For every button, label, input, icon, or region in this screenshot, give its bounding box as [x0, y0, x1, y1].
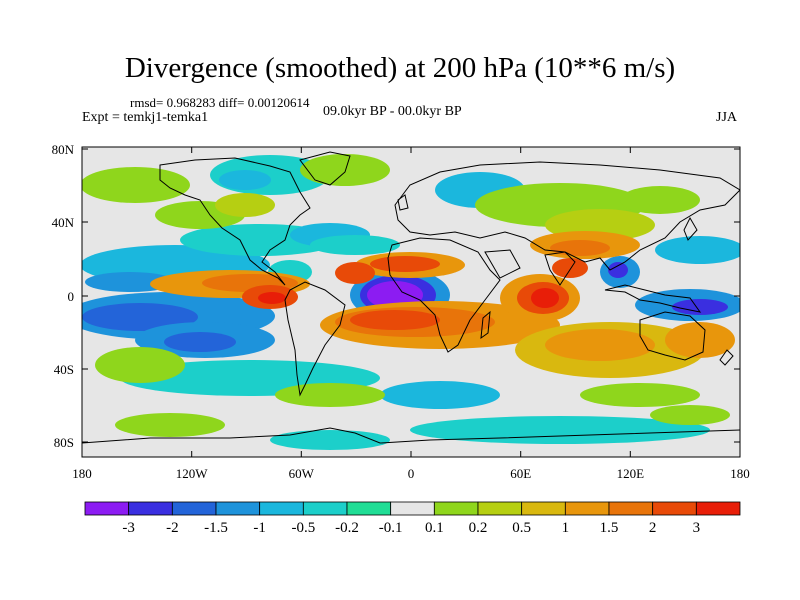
coastline-south-america	[284, 281, 346, 397]
field-region	[672, 299, 728, 315]
coastline-new-zealand	[719, 349, 734, 366]
longitude-tick-labels: 180 120W 60W 0 60E 120E 180	[72, 466, 750, 481]
field-region	[665, 322, 735, 358]
field-region	[335, 262, 375, 284]
coastline-india	[544, 251, 576, 286]
field-region	[275, 383, 385, 407]
lon-tick-label: 0	[408, 466, 415, 481]
field-region	[219, 170, 271, 190]
field-region	[300, 154, 390, 186]
colorbar-swatch	[84, 501, 130, 516]
colorbar-label: -2	[166, 520, 179, 536]
coastline-arabia	[484, 249, 521, 279]
field-region	[370, 256, 440, 272]
field-region	[82, 167, 190, 203]
lat-tick-label: 80S	[54, 435, 74, 450]
colorbar-swatch	[346, 501, 392, 516]
colorbar-swatch	[259, 501, 304, 516]
experiment-label: Expt = temkj1-temka1	[82, 110, 209, 125]
field-region	[620, 186, 700, 214]
coastline-maritime-continent	[604, 284, 702, 313]
colorbar-swatch	[652, 501, 697, 516]
coastline-japan	[683, 216, 698, 241]
coastline-madagascar	[480, 310, 491, 340]
colorbar-swatch	[608, 501, 654, 516]
map-panel: 180 120W 60W 0 60E 120E 180 80N 40N 0 40…	[52, 142, 750, 481]
field-region	[650, 405, 730, 425]
colorbar-swatch	[695, 501, 741, 516]
coastline-eurasia	[394, 161, 740, 271]
coastline-uk	[397, 194, 409, 211]
field-region	[380, 381, 500, 409]
field-region	[310, 235, 400, 255]
coastline-greenland	[299, 151, 351, 186]
rmsd-diff-stats: rmsd= 0.968283 diff= 0.00120614	[130, 95, 310, 110]
latitude-tick-labels: 80N 40N 0 40S 80S	[52, 142, 75, 450]
field-region	[531, 288, 559, 308]
field-region	[258, 292, 286, 304]
colorbar-swatch	[171, 501, 217, 516]
divergence-field	[82, 154, 740, 450]
field-region	[552, 258, 588, 278]
colorbar-swatch	[390, 501, 435, 516]
colorbar-swatch	[477, 501, 523, 516]
coastline-australia	[639, 311, 706, 361]
colorbar-label: 1.5	[600, 520, 619, 536]
colorbar-swatch	[433, 501, 479, 516]
lon-tick-label: 60E	[510, 466, 531, 481]
period-label: 09.0kyr BP - 00.0kyr BP	[323, 104, 462, 119]
colorbar-label: -0.5	[291, 520, 315, 536]
field-region	[580, 383, 700, 407]
colorbar-label: 3	[693, 520, 701, 536]
lon-tick-label: 120W	[176, 466, 209, 481]
coastline-north-america	[159, 157, 311, 286]
colorbar-label: 2	[649, 520, 657, 536]
field-region	[82, 303, 198, 331]
colorbar-swatch	[128, 501, 173, 516]
field-region	[95, 347, 185, 383]
colorbar-label: 0.1	[425, 520, 444, 536]
field-region	[164, 332, 236, 352]
lat-tick-label: 80N	[52, 142, 75, 157]
colorbar-swatch	[302, 501, 348, 516]
lon-tick-label: 180	[72, 466, 92, 481]
coastline-antarctica	[82, 427, 740, 444]
lat-tick-label: 0	[68, 289, 75, 304]
colorbar-swatch	[564, 501, 610, 516]
colorbar-swatch	[521, 501, 566, 516]
coastline-africa	[387, 237, 501, 353]
season-label: JJA	[716, 110, 738, 125]
colorbar-label: 0.5	[512, 520, 531, 536]
colorbar-label: 0.2	[469, 520, 488, 536]
colorbar-label: -1	[253, 520, 266, 536]
field-region	[550, 240, 610, 256]
colorbar-label: -1.5	[204, 520, 228, 536]
coastlines	[82, 151, 740, 444]
lat-tick-label: 40N	[52, 215, 75, 230]
field-region	[410, 416, 710, 444]
field-region	[655, 236, 740, 264]
lon-tick-label: 60W	[289, 466, 315, 481]
field-region	[545, 329, 655, 361]
axis-ticks	[81, 147, 741, 457]
field-region	[350, 310, 440, 330]
field-region	[215, 193, 275, 217]
colorbar-labels: -3 -2 -1.5 -1 -0.5 -0.2 -0.1 0.1 0.2 0.5 1 1.5 2 3	[122, 520, 700, 536]
lat-tick-label: 40S	[54, 362, 74, 377]
lon-tick-label: 180	[730, 466, 750, 481]
field-region	[115, 413, 225, 437]
colorbar-label: -0.1	[379, 520, 403, 536]
field-region	[608, 262, 628, 278]
lon-tick-label: 120E	[617, 466, 645, 481]
colorbar	[84, 501, 741, 516]
figure-title: Divergence (smoothed) at 200 hPa (10**6 …	[124, 52, 676, 84]
colorbar-label: 1	[562, 520, 570, 536]
colorbar-label: -3	[122, 520, 135, 536]
colorbar-label: -0.2	[335, 520, 359, 536]
colorbar-swatch	[215, 501, 261, 516]
